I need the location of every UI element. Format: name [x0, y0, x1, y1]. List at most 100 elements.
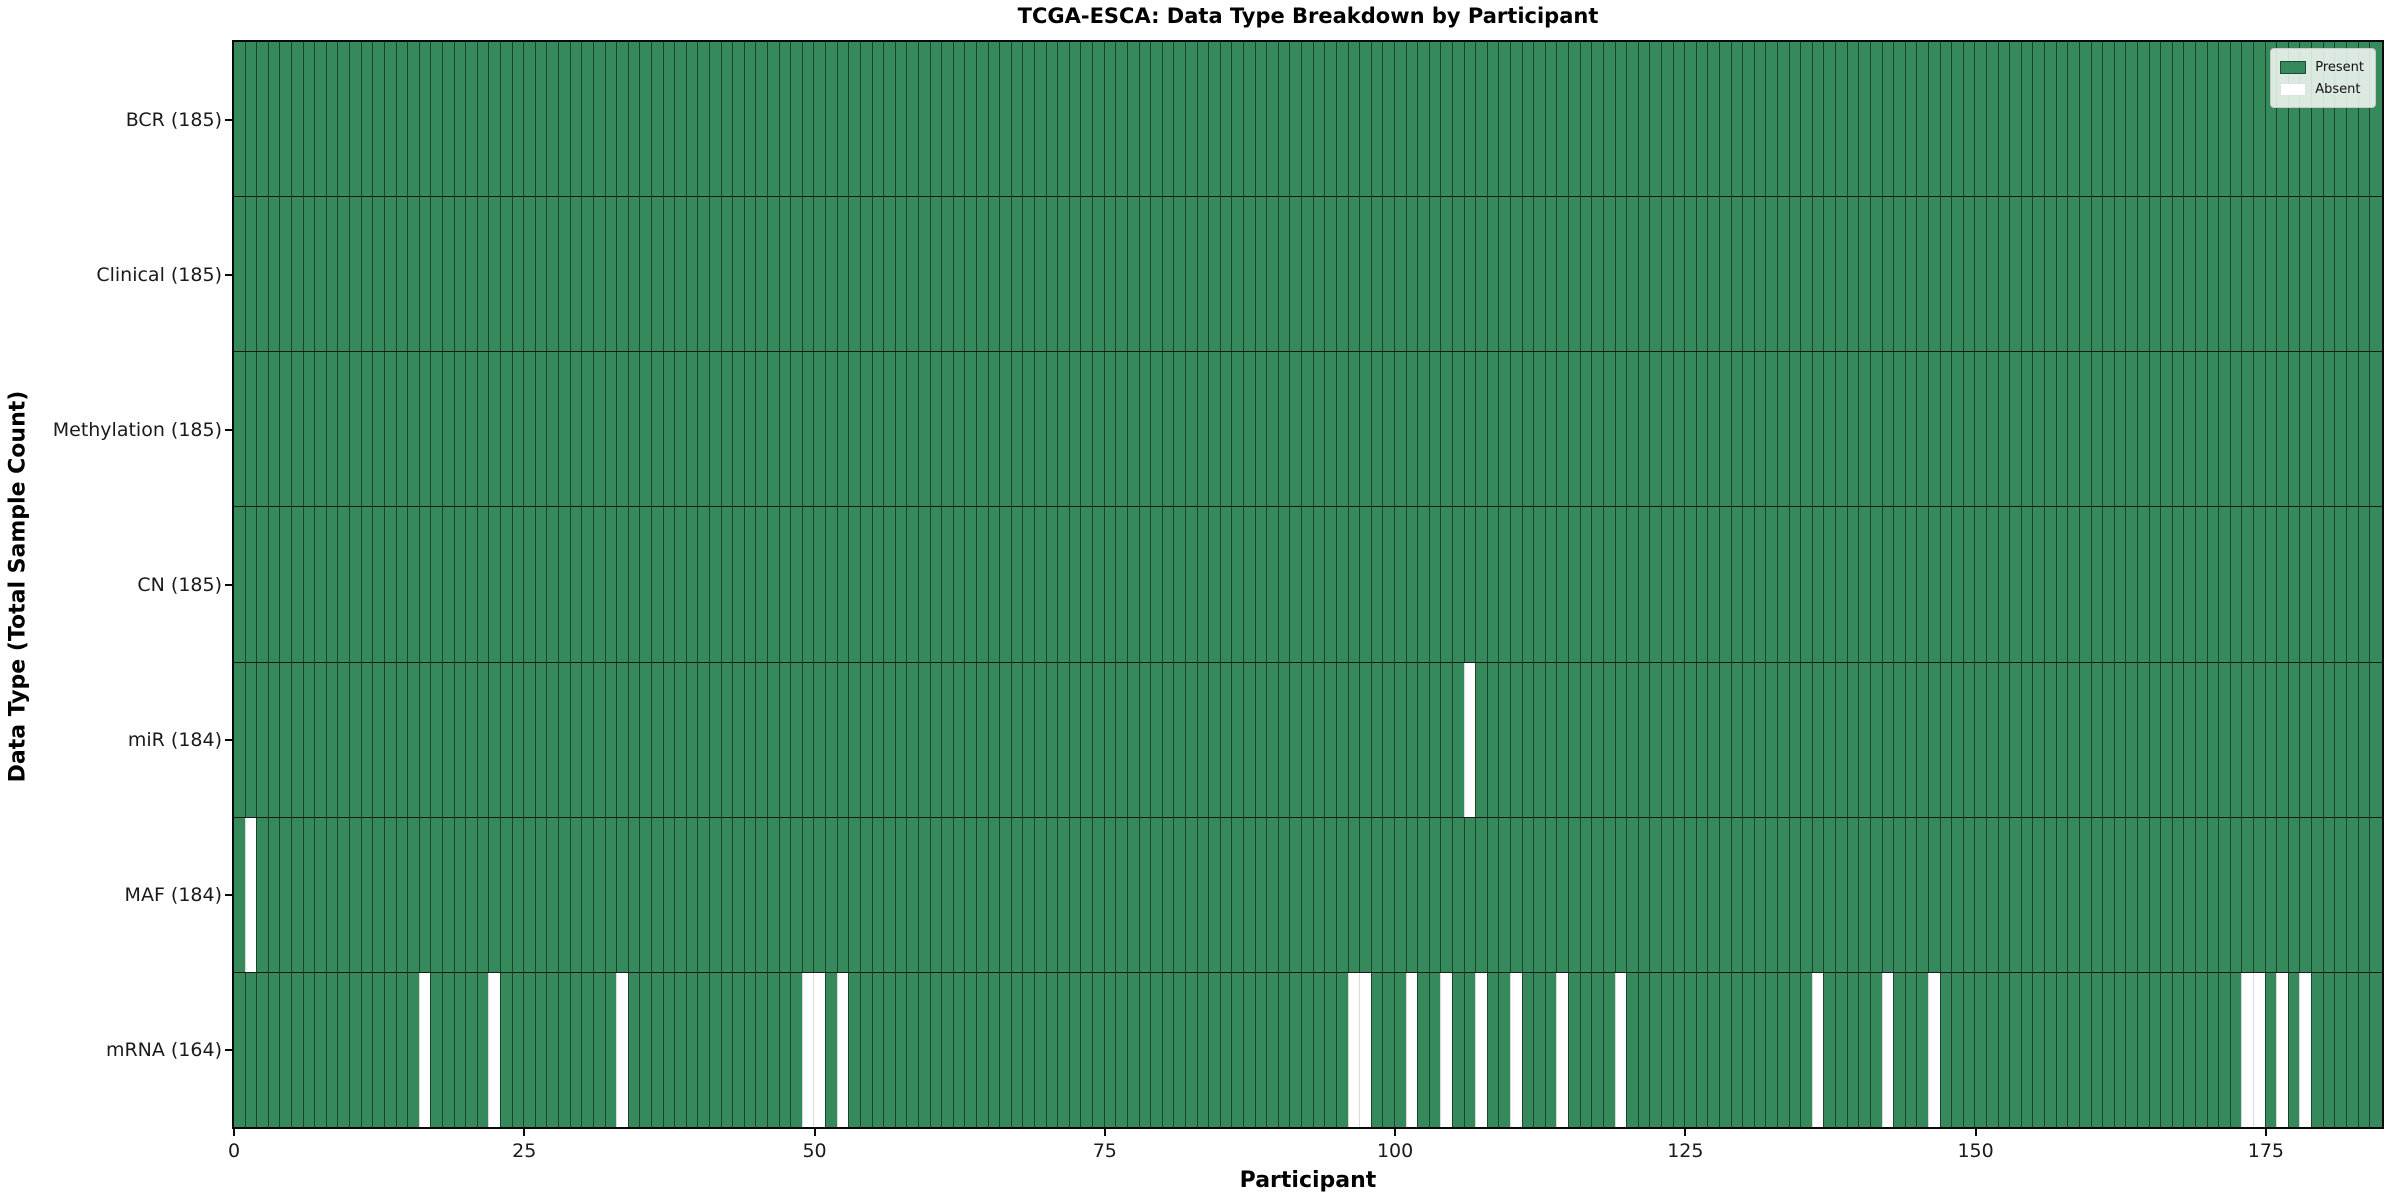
cell-CN-106 [1463, 507, 1476, 662]
cell-miR-177 [2287, 662, 2300, 817]
cell-MAF-182 [2345, 817, 2358, 972]
cell-Clinical-161 [2102, 197, 2114, 352]
cell-miR-116 [1579, 662, 1592, 817]
cell-Methylation-43 [732, 352, 744, 507]
cell-mRNA-20 [465, 972, 477, 1127]
cell-Clinical-112 [1533, 197, 1545, 352]
cell-MAF-179 [2311, 817, 2323, 972]
cell-MAF-4 [279, 817, 292, 972]
cell-CN-66 [999, 507, 1011, 662]
cell-mRNA-42 [720, 972, 733, 1127]
cell-miR-57 [894, 662, 907, 817]
cell-CN-2 [256, 507, 268, 662]
cell-MAF-114 [1556, 817, 1569, 972]
cell-Clinical-149 [1962, 197, 1975, 352]
cell-mRNA-81 [1173, 972, 1185, 1127]
cell-mRNA-51 [825, 972, 837, 1127]
cell-mRNA-33 [616, 972, 628, 1127]
cell-Clinical-167 [2171, 197, 2184, 352]
cell-Methylation-173 [2241, 352, 2254, 507]
cell-mRNA-108 [1486, 972, 1499, 1127]
cell-mRNA-159 [2078, 972, 2091, 1127]
cell-CN-45 [755, 507, 768, 662]
cell-CN-17 [430, 507, 442, 662]
cell-Clinical-69 [1034, 197, 1046, 352]
cell-mRNA-90 [1277, 972, 1290, 1127]
cell-BCR-116 [1579, 42, 1592, 197]
cell-MAF-138 [1835, 817, 1847, 972]
cell-Clinical-184 [2369, 197, 2381, 352]
cell-mRNA-160 [2090, 972, 2103, 1127]
cell-BCR-117 [1591, 42, 1603, 197]
cell-Methylation-94 [1324, 352, 1336, 507]
cell-MAF-135 [1800, 817, 1812, 972]
cell-CN-142 [1881, 507, 1894, 662]
cell-CN-183 [2357, 507, 2370, 662]
cell-MAF-100 [1393, 817, 1406, 972]
cell-BCR-79 [1150, 42, 1162, 197]
cell-CN-0 [234, 507, 245, 662]
cell-mRNA-116 [1579, 972, 1592, 1127]
cell-MAF-1 [244, 817, 257, 972]
cell-MAF-29 [569, 817, 582, 972]
cell-Methylation-175 [2264, 352, 2277, 507]
cell-miR-113 [1544, 662, 1557, 817]
cell-miR-44 [743, 662, 756, 817]
cell-miR-102 [1417, 662, 1429, 817]
cell-miR-5 [291, 662, 303, 817]
cell-Clinical-28 [558, 197, 570, 352]
cell-CN-158 [2067, 507, 2079, 662]
cell-mRNA-12 [372, 972, 384, 1127]
cell-Clinical-162 [2113, 197, 2126, 352]
cell-CN-114 [1556, 507, 1569, 662]
cell-Methylation-60 [929, 352, 942, 507]
cell-MAF-129 [1730, 817, 1743, 972]
cell-Methylation-136 [1811, 352, 1824, 507]
cell-miR-34 [627, 662, 640, 817]
cell-BCR-55 [871, 42, 884, 197]
cell-BCR-100 [1393, 42, 1406, 197]
cell-miR-163 [2125, 662, 2137, 817]
cell-MAF-56 [883, 817, 895, 972]
cell-BCR-173 [2241, 42, 2254, 197]
cell-Clinical-137 [1823, 197, 1836, 352]
cell-CN-4 [279, 507, 292, 662]
cell-BCR-137 [1823, 42, 1836, 197]
cell-Clinical-98 [1370, 197, 1383, 352]
cell-Methylation-103 [1428, 352, 1441, 507]
cell-miR-94 [1324, 662, 1336, 817]
cell-Methylation-8 [325, 352, 338, 507]
cell-CN-22 [488, 507, 501, 662]
cell-mRNA-154 [2020, 972, 2033, 1127]
cell-CN-50 [813, 507, 826, 662]
cell-Clinical-29 [569, 197, 582, 352]
cell-mRNA-153 [2009, 972, 2021, 1127]
cell-Clinical-150 [1974, 197, 1987, 352]
cell-Clinical-87 [1243, 197, 1255, 352]
cell-BCR-34 [627, 42, 640, 197]
cell-BCR-89 [1266, 42, 1278, 197]
cell-MAF-113 [1544, 817, 1557, 972]
cell-CN-112 [1533, 507, 1545, 662]
cell-Clinical-91 [1289, 197, 1302, 352]
cell-Clinical-46 [767, 197, 779, 352]
cell-miR-73 [1080, 662, 1093, 817]
cell-CN-122 [1649, 507, 1661, 662]
cell-Methylation-183 [2357, 352, 2370, 507]
cell-MAF-81 [1173, 817, 1185, 972]
cell-CN-113 [1544, 507, 1557, 662]
cell-miR-30 [581, 662, 593, 817]
cell-Methylation-27 [546, 352, 559, 507]
cell-BCR-94 [1324, 42, 1336, 197]
cell-BCR-109 [1498, 42, 1511, 197]
cell-Methylation-86 [1231, 352, 1244, 507]
cell-miR-82 [1184, 662, 1197, 817]
cell-mRNA-128 [1719, 972, 1731, 1127]
cell-MAF-28 [558, 817, 570, 972]
heatmap-row-BCR [234, 42, 2382, 197]
cell-BCR-41 [708, 42, 721, 197]
cell-CN-59 [917, 507, 930, 662]
cell-mRNA-3 [267, 972, 280, 1127]
cell-MAF-116 [1579, 817, 1592, 972]
cell-Clinical-50 [813, 197, 826, 352]
